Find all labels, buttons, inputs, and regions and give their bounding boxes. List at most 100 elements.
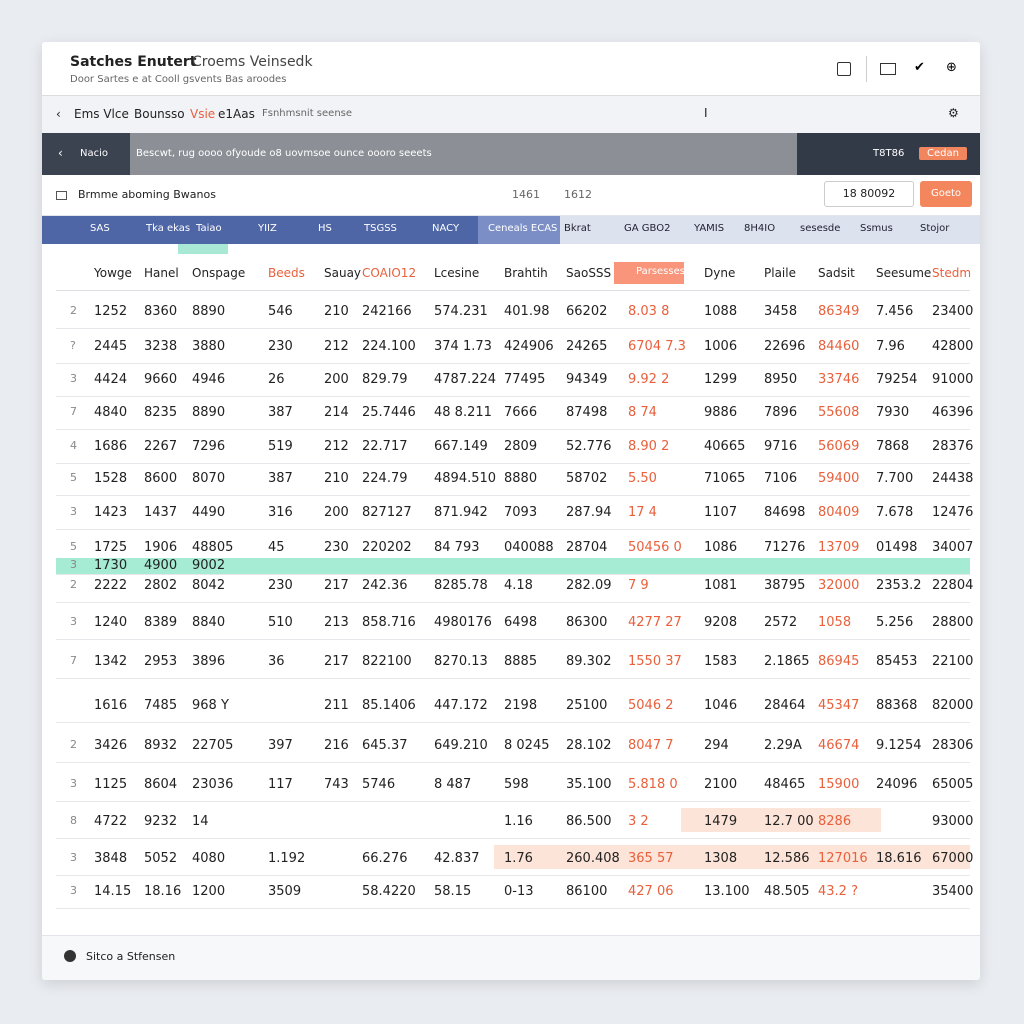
table-cell: 200 — [324, 505, 349, 520]
table-cell: 7 9 — [628, 578, 649, 593]
footer-icon — [64, 950, 76, 962]
table-cell: 5746 — [362, 777, 396, 792]
table-row[interactable]: 2 3426 8932 22705 397 216 645.37 649.210 8 0245 2… — [56, 730, 973, 763]
table-row[interactable]: 8 4722 9232 14 1.16 86.500 3 2 1479 12.7 00 8286 9… — [56, 806, 974, 839]
table-row[interactable]: 3 1240 8389 8840 510 213 858.716 4980176 6498 863… — [56, 607, 973, 640]
table-cell: 2353.2 — [876, 578, 922, 593]
nav-button[interactable]: Cedan — [919, 147, 967, 160]
table-cell: 8042 — [192, 578, 226, 593]
group-label[interactable]: 8H4IO — [744, 223, 776, 234]
table-cell: 89.302 — [566, 654, 612, 669]
column-header[interactable]: Hanel — [144, 266, 179, 280]
group-label[interactable]: Stojor — [920, 223, 950, 234]
group-label[interactable]: Tka ekas — [146, 223, 191, 234]
group-label[interactable]: GA GBO2 — [624, 223, 671, 234]
group-label[interactable]: NACY — [432, 223, 460, 234]
column-header[interactable]: Plaile — [764, 266, 796, 280]
column-header[interactable]: Parsesses — [636, 266, 685, 277]
group-label[interactable]: Taiao — [196, 223, 222, 234]
group-label[interactable]: Bkrat — [564, 223, 591, 234]
table-cell: 519 — [268, 439, 293, 454]
table-cell: 216 — [324, 738, 349, 753]
icon-button[interactable] — [880, 63, 896, 75]
table-cell: 3 2 — [628, 814, 649, 829]
row-index: 3 — [70, 558, 77, 571]
table-cell: 8932 — [144, 738, 178, 753]
table-cell: 2100 — [704, 777, 738, 792]
table-cell: 1725 — [94, 540, 128, 555]
group-label[interactable]: TSGSS — [364, 223, 397, 234]
go-button[interactable]: Goeto — [920, 181, 972, 207]
table-cell: 4.18 — [504, 578, 533, 593]
table-cell: 040088 — [504, 540, 554, 555]
column-header[interactable]: Onspage — [192, 266, 246, 280]
group-label[interactable]: Ssmus — [860, 223, 893, 234]
table-cell: 12.586 — [764, 851, 810, 866]
group-label[interactable]: YIIZ — [258, 223, 277, 234]
checkbox[interactable] — [56, 191, 67, 200]
column-header[interactable]: Beeds — [268, 266, 305, 280]
nav-back[interactable]: ‹ — [58, 146, 63, 160]
table-cell: 93000 — [932, 814, 974, 829]
range-select[interactable]: 18 80092 — [824, 181, 914, 207]
range-from[interactable]: 1461 — [512, 188, 540, 201]
toolbar-filter[interactable]: Fsnhmsnit seense — [262, 108, 353, 119]
table-row[interactable]: 2 1252 8360 8890 546 210 242166 574.231 401.98 66… — [56, 296, 973, 329]
table-row[interactable]: 3 14.15 18.16 1200 3509 58.4220 58.15 0-13 86100… — [56, 876, 973, 909]
icon-button[interactable]: ✔ — [914, 60, 925, 75]
table-cell: 7485 — [144, 698, 178, 713]
toolbar-item[interactable]: Ems Vlce — [74, 107, 129, 121]
footer-label[interactable]: Sitco a Stfensen — [86, 950, 176, 963]
table-cell: 46674 — [818, 738, 860, 753]
table-row[interactable]: 3 1423 1437 4490 316 200 827127 871.942 7093 287.… — [56, 497, 973, 530]
group-label[interactable]: YAMIS — [694, 223, 725, 234]
table-cell: 24265 — [566, 339, 608, 354]
table-cell: 829.79 — [362, 372, 408, 387]
table-row[interactable]: 3 3848 5052 4080 1.192 66.276 42.837 1.76 260.40… — [56, 843, 973, 876]
column-header[interactable]: Stedm — [932, 266, 972, 280]
table-row[interactable]: 2 2222 2802 8042 230 217 242.36 8285.78 4.18 282.… — [56, 570, 973, 603]
toolbar-item[interactable]: Vsie — [190, 107, 216, 121]
column-header[interactable]: Dyne — [704, 266, 736, 280]
column-header[interactable]: Sauay — [324, 266, 362, 280]
column-header[interactable]: Sadsit — [818, 266, 855, 280]
row-index: 8 — [70, 814, 77, 827]
search-input[interactable]: Brmme aboming Bwanos — [78, 188, 216, 201]
range-to[interactable]: 1612 — [564, 188, 592, 201]
column-header[interactable]: Brahtih — [504, 266, 548, 280]
column-header[interactable]: SaoSSS — [566, 266, 612, 280]
table-row[interactable]: 7 1342 2953 3896 36 217 822100 8270.13 8885 89.30… — [56, 646, 973, 679]
icon-button[interactable]: ⚙ — [948, 106, 959, 120]
table-row[interactable]: ? 2445 3238 3880 230 212 224.100 374 1.73 424906… — [56, 331, 973, 364]
table-row[interactable]: 3 1125 8604 23036 117 743 5746 8 487 598 35.100 5.… — [56, 769, 973, 802]
column-header[interactable]: Seesume — [876, 266, 932, 280]
table-cell: 84 793 — [434, 540, 480, 555]
table-row[interactable]: 5 1528 8600 8070 387 210 224.79 4894.510 8880 587… — [56, 463, 973, 496]
row-index: 3 — [70, 615, 77, 628]
table-row[interactable]: 3 4424 9660 4946 26 200 829.79 4787.224 77495 943… — [56, 364, 973, 397]
icon-button[interactable]: ⊕ — [946, 60, 957, 75]
toolbar-item[interactable]: e1Aas — [218, 107, 255, 121]
table-row[interactable]: 1616 7485 968 Y 211 85.1406 447.172 2198 25100 5… — [56, 690, 973, 723]
table-cell: 242.36 — [362, 578, 408, 593]
column-header[interactable]: Yowge — [94, 266, 132, 280]
table-cell: 0-13 — [504, 884, 534, 899]
group-label[interactable]: SAS — [90, 223, 110, 234]
table-cell: 3896 — [192, 654, 226, 669]
table-cell: 86349 — [818, 304, 860, 319]
column-header[interactable]: Lcesine — [434, 266, 480, 280]
toolbar-item[interactable]: Bounsso — [134, 107, 185, 121]
table-row[interactable]: 4 1686 2267 7296 519 212 22.717 667.149 2809 52.7… — [56, 431, 973, 464]
group-label[interactable]: HS — [318, 223, 332, 234]
table-row[interactable]: 3 1730 4900 9002 — [56, 558, 970, 575]
group-label[interactable]: sesesde — [800, 223, 841, 234]
table-cell: 4722 — [94, 814, 128, 829]
table-row[interactable]: 7 4840 8235 8890 387 214 25.7446 48 8.211 7666 87… — [56, 397, 973, 430]
group-label[interactable]: Ceneals ECAS — [488, 223, 558, 234]
table-cell: 1252 — [94, 304, 128, 319]
back-button[interactable]: ‹ — [56, 107, 61, 121]
table-cell: 8 74 — [628, 405, 657, 420]
group-header-band — [42, 216, 560, 244]
column-header[interactable]: COAIO12 — [362, 266, 417, 280]
icon-button[interactable] — [837, 62, 851, 76]
